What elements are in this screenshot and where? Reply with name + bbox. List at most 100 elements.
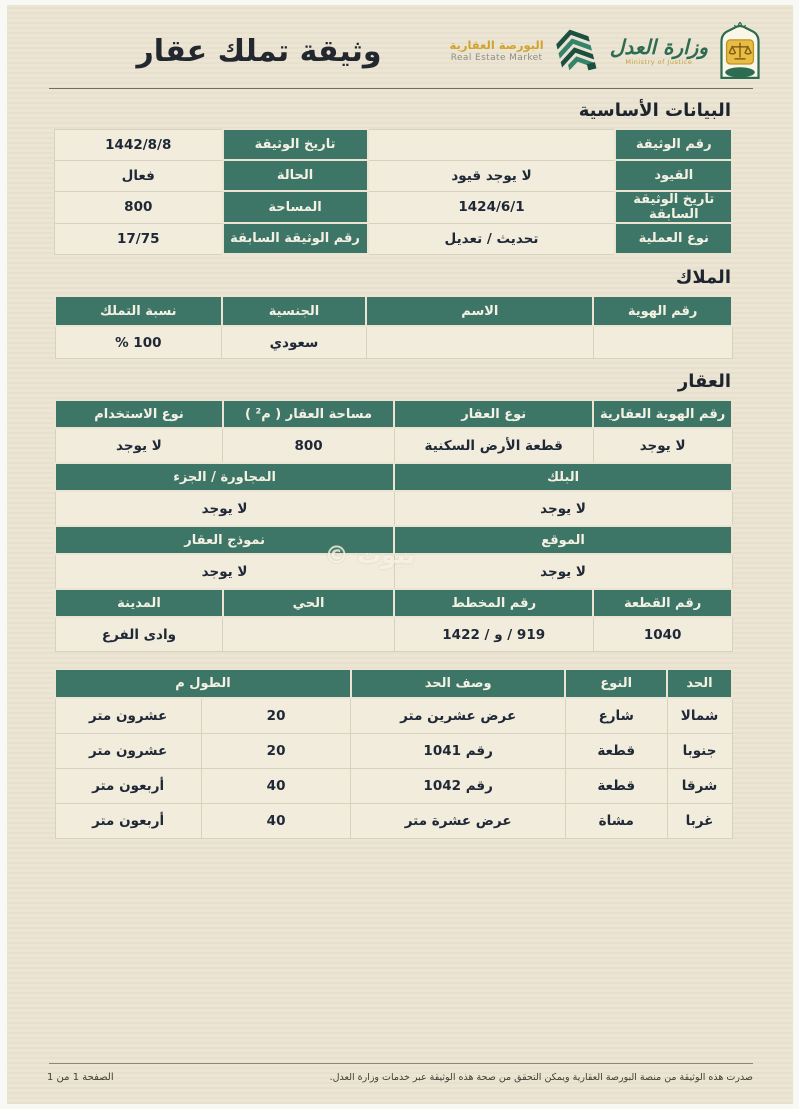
field-value-cell: 1040 — [592, 616, 733, 652]
field-label-cell: نوع العملية — [614, 222, 733, 255]
field-value-cell: تحديث / تعديل — [367, 222, 616, 255]
field-value-cell: لا يوجد قيود — [367, 159, 616, 192]
column-header-cell: رقم القطعة — [592, 588, 733, 618]
border-type-cell: مشاة — [564, 803, 668, 839]
column-header-cell: مساحة العقار ( م² ) — [221, 399, 396, 429]
footer-divider — [49, 1063, 753, 1064]
ministry-of-justice-emblem-icon — [720, 21, 760, 79]
border-desc-cell: عرض عشرة متر — [350, 803, 566, 839]
field-value-cell: وادى الفرع — [54, 616, 224, 652]
field-label-cell: تاريخ الوثيقة — [221, 128, 369, 161]
field-value-cell: لا يوجد — [393, 490, 733, 527]
border-desc-cell: عرض عشرين متر — [350, 697, 566, 734]
column-header-cell: نسبة التملك — [54, 295, 223, 327]
border-desc-cell: رقم 1042 — [350, 768, 566, 804]
border-desc-cell: رقم 1041 — [350, 733, 566, 769]
field-value-cell: 17/75 — [53, 222, 224, 255]
border-length-number-cell: 40 — [200, 803, 352, 839]
field-value-cell: لا يوجد — [54, 427, 224, 464]
border-length-number-cell: 20 — [200, 697, 352, 734]
border-length-number-cell: 20 — [200, 733, 352, 769]
table-header-row: الموقع نموذج العقار — [53, 525, 733, 555]
field-value-cell: لا يوجد — [393, 553, 733, 590]
property-table: رقم الهوية العقارية نوع العقار مساحة الع… — [53, 399, 733, 652]
border-length-text-cell: أربعون متر — [54, 803, 202, 839]
watermark: بيوت © — [324, 541, 415, 569]
borders-table: الحد النوع وصف الحد الطول م شمالا شارع ع… — [54, 668, 733, 839]
field-label-cell: الحالة — [221, 159, 369, 192]
field-label-cell: تاريخ الوثيقة السابقة — [614, 190, 733, 224]
owners-table: رقم الهوية الاسم الجنسية نسبة التملك سعو… — [54, 295, 733, 359]
field-value-cell: فعال — [53, 159, 224, 192]
column-header-cell: المدينة — [54, 588, 224, 618]
border-length-text-cell: عشرون متر — [54, 697, 202, 734]
column-header-cell: رقم المخطط — [393, 588, 595, 618]
real-estate-market-logo: البورصة العقارية Real Estate Market — [450, 25, 598, 77]
field-value-cell — [367, 128, 616, 161]
table-row: لا يوجد قطعة الأرض السكنية 800 لا يوجد — [54, 427, 733, 464]
field-value-cell: قطعة الأرض السكنية — [393, 427, 594, 464]
column-header-cell: الموقع — [393, 525, 733, 555]
section-title-basic: البيانات الأساسية — [578, 100, 731, 121]
section-title-owners: الملاك — [675, 267, 731, 288]
header-divider — [49, 88, 753, 89]
column-header-cell: نموذج العقار — [53, 525, 396, 555]
footer-note: صدرت هذه الوثيقة من منصة البورصة العقاري… — [329, 1072, 753, 1083]
field-value-cell — [222, 616, 395, 652]
table-row: غربا مشاة عرض عشرة متر 40 أربعون متر — [54, 803, 733, 839]
page-number: الصفحة 1 من 1 — [47, 1072, 114, 1083]
field-value-cell: 800 — [222, 427, 395, 464]
border-side-cell: غربا — [666, 803, 733, 839]
field-value-cell: 800 — [53, 190, 224, 224]
column-header-cell: نوع الاستخدام — [54, 399, 224, 429]
field-label-cell: رقم الوثيقة السابقة — [221, 222, 369, 255]
document-footer: صدرت هذه الوثيقة من منصة البورصة العقاري… — [47, 1072, 753, 1083]
field-value-cell: لا يوجد — [592, 427, 733, 464]
border-length-number-cell: 40 — [200, 768, 352, 804]
document-page: وزارة العدل Ministry of Justice البورصة … — [7, 5, 793, 1104]
table-row: شمالا شارع عرض عشرين متر 20 عشرون متر — [54, 697, 733, 734]
table-row: رقم الوثيقة تاريخ الوثيقة 1442/8/8 — [53, 128, 733, 161]
table-header-row: الحد النوع وصف الحد الطول م — [54, 668, 733, 699]
column-header-cell: رقم الهوية — [592, 295, 733, 327]
border-length-text-cell: عشرون متر — [54, 733, 202, 769]
table-row: تاريخ الوثيقة السابقة 1424/6/1 المساحة 8… — [53, 190, 733, 224]
ministry-of-justice-wordmark: وزارة العدل Ministry of Justice — [610, 36, 708, 66]
column-header-cell: النوع — [564, 668, 669, 699]
field-value-cell: سعودي — [221, 325, 367, 359]
border-side-cell: جنوبا — [666, 733, 733, 769]
table-header-row: البلك المجاورة / الجزء — [53, 462, 733, 492]
column-header-cell: الاسم — [365, 295, 595, 327]
column-header-cell: رقم الهوية العقارية — [592, 399, 733, 429]
field-label-cell: المساحة — [221, 190, 369, 224]
field-value-cell — [592, 325, 733, 359]
field-value-cell: لا يوجد — [54, 553, 395, 590]
real-estate-market-mark-icon — [555, 29, 597, 71]
border-type-cell: قطعة — [564, 733, 668, 769]
rem-name-english: Real Estate Market — [450, 52, 543, 63]
border-side-cell: شمالا — [666, 697, 733, 734]
table-row: نوع العملية تحديث / تعديل رقم الوثيقة ال… — [53, 222, 733, 255]
field-value-cell: 1442/8/8 — [53, 128, 224, 161]
column-header-cell: المجاورة / الجزء — [53, 462, 396, 492]
column-header-cell: وصف الحد — [349, 668, 567, 699]
column-header-cell: الطول م — [54, 668, 352, 699]
table-row: لا يوجد لا يوجد — [54, 490, 733, 527]
document-header: وزارة العدل Ministry of Justice البورصة … — [7, 5, 793, 83]
table-row: 1040 919 / و / 1422 وادى الفرع — [54, 616, 733, 652]
field-value-cell — [365, 325, 594, 359]
section-title-property: العقار — [677, 371, 731, 392]
field-value-cell: لا يوجد — [54, 490, 395, 527]
basic-data-table: رقم الوثيقة تاريخ الوثيقة 1442/8/8 القيو… — [53, 128, 733, 255]
field-label-cell: القيود — [614, 159, 733, 192]
field-value-cell: 100 % — [54, 325, 223, 359]
page-title: وثيقة تملك عقار — [136, 33, 382, 69]
table-row: سعودي 100 % — [54, 325, 733, 359]
table-header-row: رقم القطعة رقم المخطط الحي المدينة — [54, 588, 733, 618]
border-length-text-cell: أربعون متر — [54, 768, 202, 804]
rem-name-arabic: البورصة العقارية — [449, 38, 544, 53]
column-header-cell: الجنسية — [220, 295, 368, 327]
ministry-of-justice-logo: وزارة العدل Ministry of Justice — [610, 21, 765, 81]
border-type-cell: شارع — [564, 697, 668, 734]
column-header-cell: الحي — [221, 588, 396, 618]
